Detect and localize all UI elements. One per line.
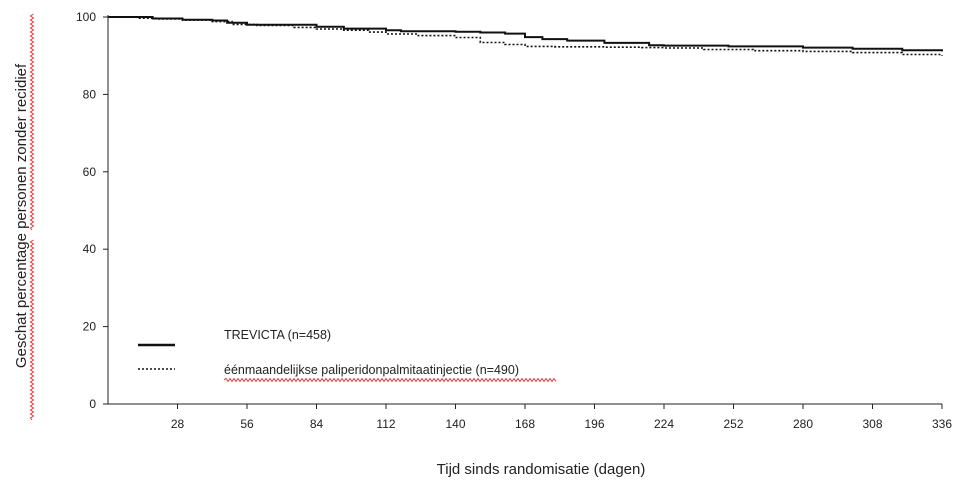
- spellcheck-underlines: [29, 13, 557, 421]
- y-axis-label: Geschat percentage personen zonder recid…: [13, 63, 30, 368]
- x-tick-label: 28: [171, 417, 185, 431]
- x-tick-label: 280: [793, 417, 813, 431]
- spellcheck-squiggle: [223, 377, 557, 383]
- x-tick-label: 56: [240, 417, 254, 431]
- x-tick-label: 336: [932, 417, 952, 431]
- series-line-paliperidon: [108, 16, 943, 56]
- axes: [103, 15, 943, 409]
- plot-lines: [108, 16, 943, 56]
- y-tick-label: 0: [89, 397, 96, 411]
- y-tick-label: 80: [83, 87, 97, 101]
- y-tick-label: 40: [83, 242, 97, 256]
- x-axis-label: Tijd sinds randomisatie (dagen): [437, 461, 646, 478]
- x-tick-label: 168: [515, 417, 535, 431]
- tick-labels: 0 20 40 60 80 100 28 56 84 112 140 168 196 224 252 280 3…: [76, 10, 952, 431]
- x-tick-label: 196: [584, 417, 604, 431]
- y-tick-label: 60: [83, 165, 97, 179]
- series-line-trevicta: [108, 16, 943, 52]
- x-tick-label: 112: [376, 417, 395, 431]
- legend: TREVICTA (n=458) éénmaandelijkse paliperi…: [138, 328, 519, 377]
- y-tick-label: 20: [83, 320, 97, 334]
- x-tick-label: 252: [723, 417, 743, 431]
- legend-label: TREVICTA (n=458): [224, 328, 331, 342]
- y-tick-label: 100: [76, 10, 96, 24]
- x-tick-label: 84: [310, 417, 324, 431]
- spellcheck-squiggle: [29, 13, 35, 231]
- spellcheck-squiggle: [29, 239, 35, 421]
- x-tick-label: 140: [445, 417, 465, 431]
- legend-label: éénmaandelijkse paliperidonpalmitaatinje…: [224, 363, 519, 377]
- x-tick-label: 224: [654, 417, 674, 431]
- x-tick-label: 308: [862, 417, 882, 431]
